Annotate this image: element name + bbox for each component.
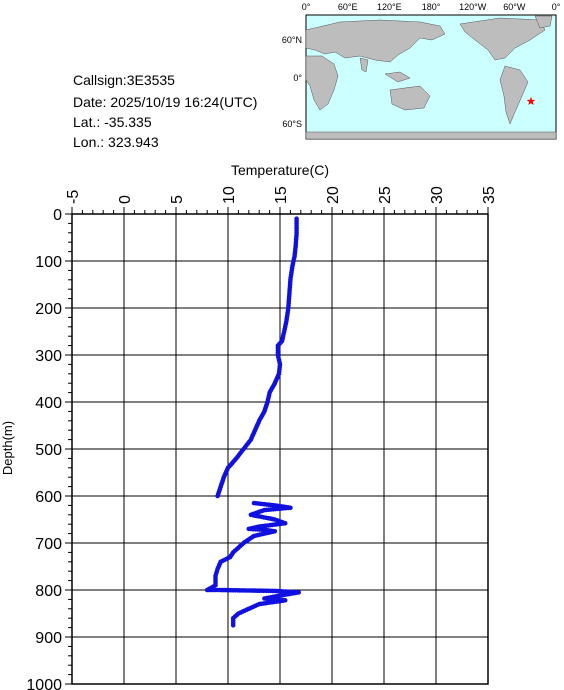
indonesia-shape xyxy=(384,71,411,83)
eurasia-shape xyxy=(305,19,446,63)
x-tick-label: 0 xyxy=(117,195,134,204)
x-tick-label: 35 xyxy=(481,186,498,204)
north-america-shape xyxy=(459,17,546,61)
x-tick-label: 25 xyxy=(377,186,394,204)
y-tick-label: 300 xyxy=(35,348,62,365)
map-lat-label: 0° xyxy=(293,73,302,83)
y-tick-label: 100 xyxy=(35,254,62,271)
callsign-label: Callsign:3E3535 xyxy=(73,72,175,88)
world-map: 0° 60°E 120°E 180° 120°W 60°W 0° 60°N 0° 60°S xyxy=(282,2,561,140)
map-lat-label: 60°S xyxy=(282,119,302,129)
y-tick-label: 600 xyxy=(35,489,62,506)
map-lon-label: 60°E xyxy=(338,2,358,12)
x-tick-label: 10 xyxy=(221,186,238,204)
data-point xyxy=(230,623,236,628)
series-main-profile xyxy=(215,216,299,499)
map-lon-label: 120°W xyxy=(459,2,487,12)
y-tick-label: 700 xyxy=(35,536,62,553)
longitude-label: Lon.: 323.943 xyxy=(73,134,159,150)
location-marker-star xyxy=(526,96,536,105)
map-lat-label: 60°N xyxy=(282,35,302,45)
y-tick-label: 400 xyxy=(35,395,62,412)
y-tick-label: 1000 xyxy=(26,677,62,690)
x-tick-label: 20 xyxy=(325,186,342,204)
india-shape xyxy=(359,57,369,73)
y-tick-label: 0 xyxy=(53,207,62,224)
data-point xyxy=(215,493,220,499)
map-lon-label: 60°W xyxy=(503,2,526,12)
africa-shape xyxy=(305,55,339,111)
y-tick-label: 200 xyxy=(35,301,62,318)
series-lower-profile xyxy=(204,500,302,628)
x-tick-label: 30 xyxy=(429,186,446,204)
map-lon-label: 0° xyxy=(552,2,561,12)
y-axis-label: Depth(m) xyxy=(0,421,15,475)
x-axis-label: Temperature(C) xyxy=(231,162,329,178)
map-lon-label: 180° xyxy=(422,2,441,12)
x-tick-label: 15 xyxy=(273,186,290,204)
profile-plot: -5 0 5 10 15 20 25 30 35 01002003004005006007008… xyxy=(0,162,498,690)
x-tick-label: -5 xyxy=(65,190,82,204)
map-lon-label: 120°E xyxy=(377,2,402,12)
greenland-shape xyxy=(534,15,553,29)
x-tick-label: 5 xyxy=(169,195,186,204)
south-america-shape xyxy=(499,65,529,125)
antarctica-shape xyxy=(305,131,557,140)
map-lon-label: 0° xyxy=(302,2,311,12)
australia-shape xyxy=(389,85,431,111)
map-land xyxy=(305,15,557,140)
y-tick-label: 500 xyxy=(35,442,62,459)
date-label: Date: 2025/10/19 16:24(UTC) xyxy=(73,94,258,110)
latitude-label: Lat.: -35.335 xyxy=(73,114,152,130)
y-tick-label: 900 xyxy=(35,630,62,647)
y-tick-label: 800 xyxy=(35,583,62,600)
